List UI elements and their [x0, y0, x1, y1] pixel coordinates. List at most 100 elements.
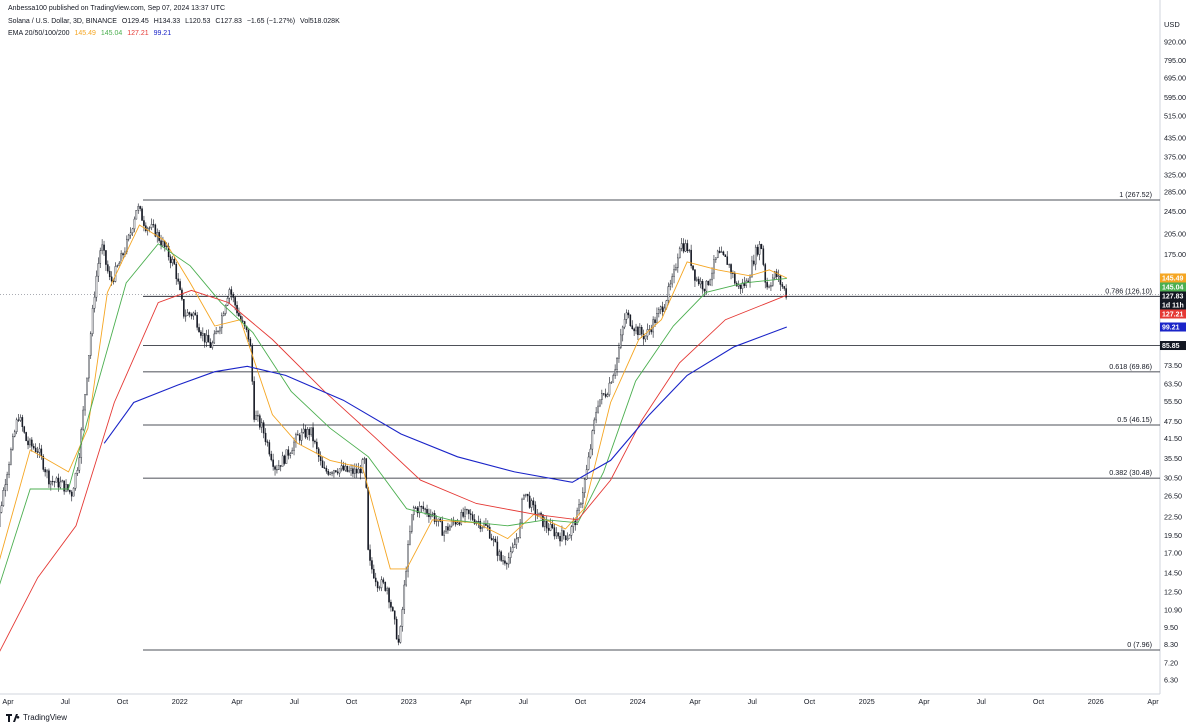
- candle-body: [559, 535, 561, 542]
- ema-legend-label[interactable]: EMA 20/50/100/200: [8, 30, 70, 37]
- candle-body: [715, 257, 717, 260]
- fib-levels[interactable]: 1 (267.52) 0.786 (126.10) 0.618 (69.86) 0.5…: [0, 190, 1160, 651]
- candle-body: [78, 457, 81, 471]
- candle-body: [338, 468, 341, 474]
- candle-body: [154, 224, 157, 237]
- candle-body: [392, 607, 394, 612]
- ema-legend[interactable]: EMA 20/50/100/200 145.49 145.04 127.21 9…: [8, 29, 174, 38]
- ema20-value: 145.49: [74, 30, 96, 37]
- candle-body: [779, 275, 782, 285]
- candle-body: [544, 521, 546, 527]
- candle-body: [785, 288, 787, 298]
- candle-body: [241, 320, 244, 322]
- candle-body: [188, 312, 191, 315]
- candle-body: [492, 538, 495, 541]
- fib-level-label: 1 (267.52): [1119, 190, 1152, 199]
- candle-body: [323, 467, 326, 469]
- candle-body: [447, 526, 449, 531]
- candle-body: [699, 280, 702, 285]
- candle-body: [82, 409, 84, 430]
- candle-body: [485, 523, 487, 526]
- candle-body: [118, 262, 121, 266]
- x-tick-label: 2024: [630, 697, 646, 706]
- candle-body: [669, 283, 672, 287]
- candle-body: [549, 524, 552, 531]
- low-value: L120.53: [185, 18, 211, 25]
- candle-body: [564, 535, 567, 541]
- candle-body: [658, 309, 660, 314]
- candle-body: [578, 504, 580, 511]
- candle-body: [99, 250, 102, 264]
- candles[interactable]: [0, 203, 787, 646]
- candle-body: [667, 286, 670, 301]
- candle-body: [196, 314, 198, 328]
- candle-body: [183, 299, 185, 317]
- x-tick-label: Jul: [519, 697, 529, 706]
- ema-lines: [0, 224, 787, 652]
- candle-body: [644, 335, 647, 340]
- candle-body: [108, 270, 111, 278]
- candle-body: [654, 319, 656, 323]
- candle-body: [629, 314, 632, 326]
- ohlc-line[interactable]: Solana / U.S. Dollar, 3D, BINANCE O129.4…: [8, 17, 343, 26]
- candle-body: [739, 284, 742, 289]
- candle-body: [730, 264, 732, 274]
- candle-body: [511, 547, 514, 553]
- candle-body: [758, 244, 761, 255]
- candle-body: [568, 535, 571, 539]
- x-tick-label: Jul: [977, 697, 987, 706]
- candle-body: [441, 521, 444, 536]
- candle-body: [15, 419, 18, 433]
- candle-body: [443, 531, 445, 536]
- y-tick-label: 63.50: [1164, 380, 1182, 389]
- candle-body: [545, 521, 548, 529]
- candle-body: [502, 560, 504, 562]
- candle-body: [327, 471, 330, 475]
- candle-body: [86, 377, 88, 395]
- currency-unit[interactable]: USD: [1164, 20, 1180, 29]
- symbol-name[interactable]: Solana / U.S. Dollar, 3D, BINANCE: [8, 18, 117, 25]
- candle-body: [614, 369, 616, 376]
- candle-body: [84, 394, 86, 411]
- candle-body: [671, 276, 673, 285]
- candle-body: [200, 331, 202, 336]
- x-tick-label: Jul: [61, 697, 71, 706]
- candle-body: [13, 431, 16, 437]
- candle-body: [386, 588, 388, 591]
- y-tick-label: 26.50: [1164, 492, 1182, 501]
- y-tick-label: 175.00: [1164, 250, 1186, 259]
- candle-body: [462, 512, 464, 517]
- candle-body: [703, 288, 706, 292]
- y-axis[interactable]: 920.00 795.00 695.00 595.00 515.00 435.00 375.…: [1164, 37, 1186, 684]
- candle-body: [285, 449, 288, 464]
- candle-body: [519, 522, 521, 538]
- ema100-value: 127.21: [127, 30, 149, 37]
- candle-body: [528, 495, 531, 508]
- candle-body: [561, 530, 563, 542]
- candle-body: [133, 218, 136, 230]
- candle-body: [333, 470, 335, 474]
- candle-body: [694, 269, 696, 281]
- candle-body: [289, 453, 292, 456]
- candle-body: [357, 468, 360, 474]
- candle-body: [122, 253, 124, 256]
- y-tick-label: 17.00: [1164, 548, 1182, 557]
- candle-body: [625, 312, 628, 320]
- candle-body: [656, 313, 658, 323]
- candle-body: [494, 538, 497, 543]
- candle-body: [608, 382, 611, 395]
- candle-body: [553, 527, 556, 537]
- candle-body: [234, 297, 236, 306]
- candle-body: [688, 249, 691, 252]
- x-axis[interactable]: Apr Jul Oct 2022 Apr Jul Oct 2023 Apr Jul Oct 2024 A…: [2, 697, 1159, 706]
- candle-body: [359, 468, 362, 474]
- candle-body: [131, 228, 134, 234]
- y-tick-label: 19.50: [1164, 531, 1182, 540]
- candle-body: [768, 286, 770, 288]
- tradingview-brand[interactable]: TradingView: [6, 713, 67, 722]
- candle-body: [618, 347, 620, 359]
- x-tick-label: Oct: [1033, 697, 1044, 706]
- candle-body: [249, 338, 252, 347]
- candle-body: [270, 453, 273, 461]
